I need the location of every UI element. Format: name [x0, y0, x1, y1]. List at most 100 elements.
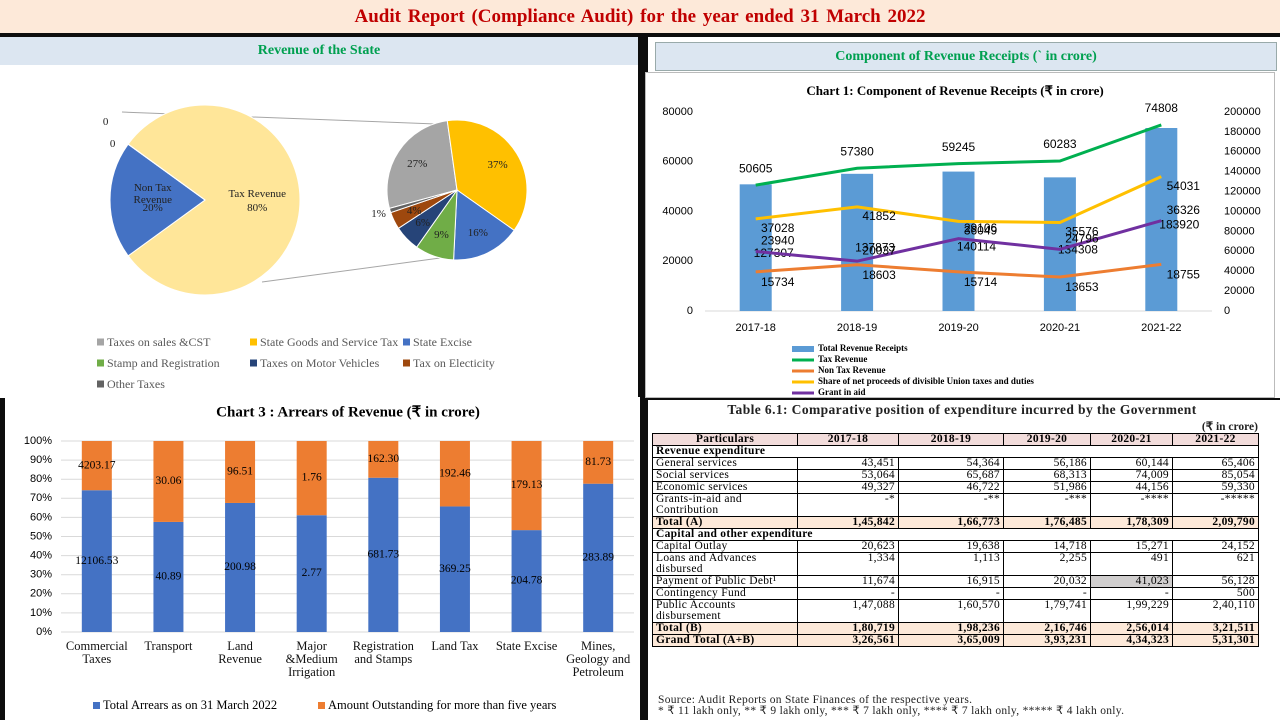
header-cell: Particulars	[652, 433, 798, 446]
label-cell: Social services	[652, 469, 798, 482]
y2-tick-label: 160000	[1224, 146, 1261, 158]
bar-segment	[368, 441, 399, 478]
data-label: 30.06	[156, 475, 182, 487]
y2-tick-label: 80000	[1224, 225, 1255, 237]
y2-tick-label: 200000	[1224, 106, 1261, 118]
slice-value: 37%	[487, 159, 508, 172]
panel-header: Revenue of the State	[0, 37, 638, 65]
y-tick-label: 40%	[30, 550, 52, 562]
legend-label: Other Taxes	[107, 377, 165, 391]
x-tick-label: 2017-18	[736, 322, 776, 334]
legend-swatch	[97, 380, 104, 388]
label-cell: Grand Total (A+B)	[652, 634, 798, 647]
value-cell: 1,47,088	[797, 599, 899, 623]
value-cell: -	[1090, 587, 1173, 600]
label-cell: Payment of Public Debt¹	[652, 575, 798, 588]
value-cell: 1,80,719	[797, 622, 899, 635]
y2-tick-label: 180000	[1224, 126, 1261, 138]
value-cell: 500	[1172, 587, 1259, 600]
value-cell: 3,21,511	[1172, 622, 1259, 635]
value-cell: 3,26,561	[797, 634, 899, 647]
legend-swatch	[318, 702, 325, 709]
y2-tick-label: 140000	[1224, 166, 1261, 178]
legend-swatch	[792, 346, 814, 352]
data-label: 54031	[1167, 179, 1201, 193]
bar-segment	[439, 506, 470, 632]
bar	[841, 173, 874, 311]
table-row: Economic services 49,327 46,722 51,986 44,15…	[652, 481, 1259, 494]
value-cell: 74,009	[1090, 469, 1173, 482]
value-cell: 46,722	[898, 481, 1004, 494]
value-cell: 621	[1172, 552, 1259, 576]
table-row: Total (A) 1,45,842 1,66,773 1,76,485 1,78,30…	[652, 516, 1259, 529]
title-banner: Audit Report (Compliance Audit) for the …	[0, 0, 1280, 33]
y-tick-label: 90%	[30, 454, 52, 466]
bar-segment	[368, 477, 399, 632]
data-label: 179.13	[511, 479, 543, 491]
line	[755, 123, 1162, 187]
slice-value: 80%	[247, 202, 268, 214]
data-label: 12106.53	[75, 555, 118, 567]
value-cell: 3,93,231	[1003, 634, 1091, 647]
y2-tick-label: 0	[1224, 305, 1230, 317]
value-cell: -*	[797, 493, 899, 517]
table-note: Source: Audit Reports on State Finances …	[658, 694, 973, 706]
bar-segment	[81, 490, 112, 632]
value-cell: 1,78,309	[1090, 516, 1173, 529]
value-cell: 56,186	[1003, 457, 1091, 470]
pie-slice	[127, 104, 301, 296]
value-cell: 1,99,229	[1090, 599, 1173, 623]
data-label: 59245	[942, 140, 976, 154]
data-label: 20037	[862, 243, 896, 257]
header-cell: 2018-19	[898, 433, 1004, 446]
y-tick-label: 70%	[30, 492, 52, 504]
value-cell: 59,330	[1172, 481, 1259, 494]
table-row: Capital and other expenditure	[652, 528, 1259, 541]
bar-segment	[439, 441, 470, 507]
bar	[1043, 177, 1076, 311]
panel-header: Component of Revenue Receipts (` in cror…	[655, 42, 1277, 71]
bar-segment	[225, 502, 256, 632]
x-tick-label: Mines, Geology and Petroleum	[566, 639, 631, 679]
data-label: 162.30	[368, 453, 400, 465]
header-cell: 2020-21	[1090, 433, 1173, 446]
data-label: 137873	[855, 241, 895, 255]
data-label: 74808	[1145, 101, 1179, 115]
x-tick-label: Registration and Stamps	[352, 639, 414, 666]
data-label: 283.89	[582, 551, 614, 563]
chart-title: Chart 1: Component of Revenue Receipts (…	[806, 83, 1103, 98]
chart-title: Chart 3 : Arrears of Revenue (₹ in crore…	[216, 404, 480, 420]
value-cell: 14,718	[1003, 540, 1091, 553]
y-tick-label: 100%	[24, 435, 52, 447]
value-cell: -	[898, 587, 1004, 600]
pie-slice	[453, 189, 515, 261]
bar-segment	[153, 521, 184, 632]
slice-value: 0	[109, 137, 116, 150]
x-tick-label: Transport	[144, 639, 193, 653]
y-tick-label: 60%	[30, 511, 52, 523]
x-tick-label: 2019-20	[938, 322, 978, 334]
value-cell: 2,56,014	[1090, 622, 1173, 635]
data-label: 36049	[964, 223, 998, 237]
data-label: 2.77	[302, 567, 322, 579]
value-cell: 16,915	[898, 575, 1004, 588]
x-tick-label: Land Revenue	[218, 639, 262, 666]
y-tick-label: 30%	[30, 569, 52, 581]
value-cell: 24,152	[1172, 540, 1259, 553]
value-cell: 51,986	[1003, 481, 1091, 494]
bar-segment	[153, 441, 184, 522]
label-cell: Capital Outlay	[652, 540, 798, 553]
pie-slice	[446, 119, 528, 232]
legend-label: Total Arrears as on 31 March 2022	[103, 698, 277, 712]
header-cell: 2019-20	[1003, 433, 1091, 446]
x-tick-label: Commercial Taxes	[65, 639, 128, 666]
data-label: 15714	[964, 275, 998, 289]
label-cell: Contingency Fund	[652, 587, 798, 600]
table-note: * ₹ 11 lakh only, ** ₹ 9 lakh only, *** …	[658, 705, 1125, 717]
data-label: 204.78	[511, 575, 543, 587]
value-cell: 2,16,746	[1003, 622, 1091, 635]
data-label: 36326	[1167, 203, 1201, 217]
value-cell: 1,60,570	[898, 599, 1004, 623]
bar-segment	[225, 441, 256, 503]
header-row: Particulars 2017-18 2018-19 2019-20 2020-21 2…	[652, 433, 1259, 446]
